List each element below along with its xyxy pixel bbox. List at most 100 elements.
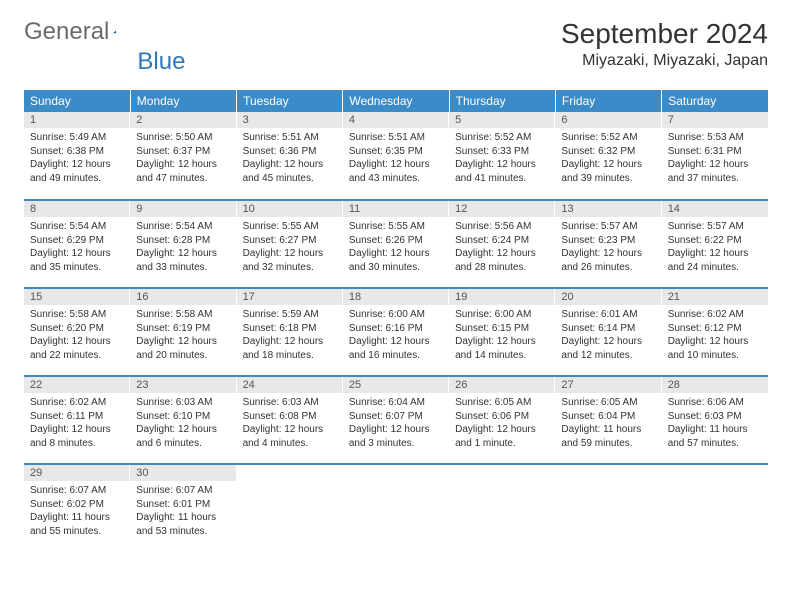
day-details: Sunrise: 5:52 AMSunset: 6:33 PMDaylight:… [449,128,555,191]
daylight-text: and 43 minutes. [349,172,443,186]
daylight-text: Daylight: 12 hours [243,335,337,349]
title-block: September 2024 Miyazaki, Miyazaki, Japan [561,18,768,70]
calendar-cell: 3Sunrise: 5:51 AMSunset: 6:36 PMDaylight… [237,112,343,200]
sunrise-text: Sunrise: 6:00 AM [349,308,443,322]
weekday-header: Wednesday [343,90,449,112]
sunset-text: Sunset: 6:27 PM [243,234,337,248]
calendar-cell: .. [449,464,555,552]
day-number: 24 [237,377,343,393]
weekday-header: Monday [130,90,236,112]
calendar-cell: 22Sunrise: 6:02 AMSunset: 6:11 PMDayligh… [24,376,130,464]
day-number: 16 [130,289,236,305]
daylight-text: and 12 minutes. [561,349,655,363]
day-details: Sunrise: 5:55 AMSunset: 6:27 PMDaylight:… [237,217,343,280]
sunset-text: Sunset: 6:29 PM [30,234,124,248]
daylight-text: Daylight: 12 hours [243,423,337,437]
sunset-text: Sunset: 6:38 PM [30,145,124,159]
daylight-text: and 39 minutes. [561,172,655,186]
daylight-text: and 28 minutes. [455,261,549,275]
sunrise-text: Sunrise: 5:54 AM [30,220,124,234]
sunrise-text: Sunrise: 5:54 AM [136,220,230,234]
calendar-row: 29Sunrise: 6:07 AMSunset: 6:02 PMDayligh… [24,464,768,552]
sunset-text: Sunset: 6:18 PM [243,322,337,336]
calendar-cell: .. [662,464,768,552]
daylight-text: Daylight: 12 hours [136,335,230,349]
sunrise-text: Sunrise: 5:52 AM [455,131,549,145]
sunrise-text: Sunrise: 5:57 AM [668,220,762,234]
daylight-text: and 4 minutes. [243,437,337,451]
day-details: Sunrise: 5:53 AMSunset: 6:31 PMDaylight:… [662,128,768,191]
sunset-text: Sunset: 6:28 PM [136,234,230,248]
calendar-row: 22Sunrise: 6:02 AMSunset: 6:11 PMDayligh… [24,376,768,464]
daylight-text: Daylight: 12 hours [243,247,337,261]
calendar-cell: .. [237,464,343,552]
calendar-cell: 13Sunrise: 5:57 AMSunset: 6:23 PMDayligh… [555,200,661,288]
daylight-text: Daylight: 12 hours [455,158,549,172]
calendar-cell: 18 Sunrise: 6:00 AMSunset: 6:16 PMDayligh… [343,288,449,376]
sunset-text: Sunset: 6:20 PM [30,322,124,336]
daylight-text: Daylight: 12 hours [455,423,549,437]
calendar-cell: 26Sunrise: 6:05 AMSunset: 6:06 PMDayligh… [449,376,555,464]
daylight-text: Daylight: 12 hours [561,158,655,172]
calendar-table: Sunday Monday Tuesday Wednesday Thursday… [24,90,768,552]
sunrise-text: Sunrise: 5:50 AM [136,131,230,145]
calendar-cell: 25Sunrise: 6:04 AMSunset: 6:07 PMDayligh… [343,376,449,464]
daylight-text: and 49 minutes. [30,172,124,186]
day-details: Sunrise: 5:58 AMSunset: 6:20 PMDaylight:… [24,305,130,368]
sunset-text: Sunset: 6:07 PM [349,410,443,424]
day-details: Sunrise: 6:06 AMSunset: 6:03 PMDaylight:… [662,393,768,456]
day-details: Sunrise: 6:03 AMSunset: 6:08 PMDaylight:… [237,393,343,456]
daylight-text: Daylight: 12 hours [349,158,443,172]
weekday-header: Saturday [662,90,768,112]
sunset-text: Sunset: 6:32 PM [561,145,655,159]
sunrise-text: Sunrise: 5:55 AM [349,220,443,234]
sunset-text: Sunset: 6:33 PM [455,145,549,159]
day-details: Sunrise: 6:07 AMSunset: 6:01 PMDaylight:… [130,481,236,544]
day-details: Sunrise: 5:51 AMSunset: 6:36 PMDaylight:… [237,128,343,191]
day-details: Sunrise: 6:02 AMSunset: 6:11 PMDaylight:… [24,393,130,456]
sunrise-text: Sunrise: 5:51 AM [243,131,337,145]
day-details: Sunrise: 6:03 AMSunset: 6:10 PMDaylight:… [130,393,236,456]
sunset-text: Sunset: 6:36 PM [243,145,337,159]
daylight-text: Daylight: 12 hours [349,335,443,349]
daylight-text: Daylight: 12 hours [668,335,762,349]
sunset-text: Sunset: 6:04 PM [561,410,655,424]
daylight-text: and 22 minutes. [30,349,124,363]
daylight-text: and 45 minutes. [243,172,337,186]
sunset-text: Sunset: 6:24 PM [455,234,549,248]
day-details: Sunrise: 5:52 AMSunset: 6:32 PMDaylight:… [555,128,661,191]
day-details: Sunrise: 6:05 AMSunset: 6:06 PMDaylight:… [449,393,555,456]
daylight-text: Daylight: 12 hours [30,247,124,261]
day-number: 30 [130,465,236,481]
logo-word1: General [24,18,109,46]
sunrise-text: Sunrise: 6:02 AM [30,396,124,410]
weekday-header: Sunday [24,90,130,112]
day-number: 20 [555,289,661,305]
calendar-row: 15Sunrise: 5:58 AMSunset: 6:20 PMDayligh… [24,288,768,376]
calendar-cell: 20Sunrise: 6:01 AMSunset: 6:14 PMDayligh… [555,288,661,376]
calendar-cell: 24Sunrise: 6:03 AMSunset: 6:08 PMDayligh… [237,376,343,464]
daylight-text: and 1 minute. [455,437,549,451]
day-number: 18 [343,289,449,305]
sunset-text: Sunset: 6:08 PM [243,410,337,424]
sunset-text: Sunset: 6:16 PM [349,322,443,336]
day-details: Sunrise: 6:00 AMSunset: 6:15 PMDaylight:… [449,305,555,368]
day-number: 8 [24,201,130,217]
calendar-cell: 9Sunrise: 5:54 AMSunset: 6:28 PMDaylight… [130,200,236,288]
sunset-text: Sunset: 6:11 PM [30,410,124,424]
calendar-row: 1Sunrise: 5:49 AMSunset: 6:38 PMDaylight… [24,112,768,200]
calendar-cell: 21Sunrise: 6:02 AMSunset: 6:12 PMDayligh… [662,288,768,376]
sunset-text: Sunset: 6:06 PM [455,410,549,424]
sunrise-text: Sunrise: 6:01 AM [561,308,655,322]
day-details: Sunrise: 5:54 AMSunset: 6:29 PMDaylight:… [24,217,130,280]
calendar-cell: 14Sunrise: 5:57 AMSunset: 6:22 PMDayligh… [662,200,768,288]
daylight-text: and 16 minutes. [349,349,443,363]
daylight-text: Daylight: 12 hours [136,423,230,437]
location: Miyazaki, Miyazaki, Japan [561,52,768,70]
day-number: 28 [662,377,768,393]
sunrise-text: Sunrise: 6:00 AM [455,308,549,322]
daylight-text: and 14 minutes. [455,349,549,363]
sunset-text: Sunset: 6:02 PM [30,498,124,512]
sunrise-text: Sunrise: 6:02 AM [668,308,762,322]
day-details: Sunrise: 5:57 AMSunset: 6:22 PMDaylight:… [662,217,768,280]
